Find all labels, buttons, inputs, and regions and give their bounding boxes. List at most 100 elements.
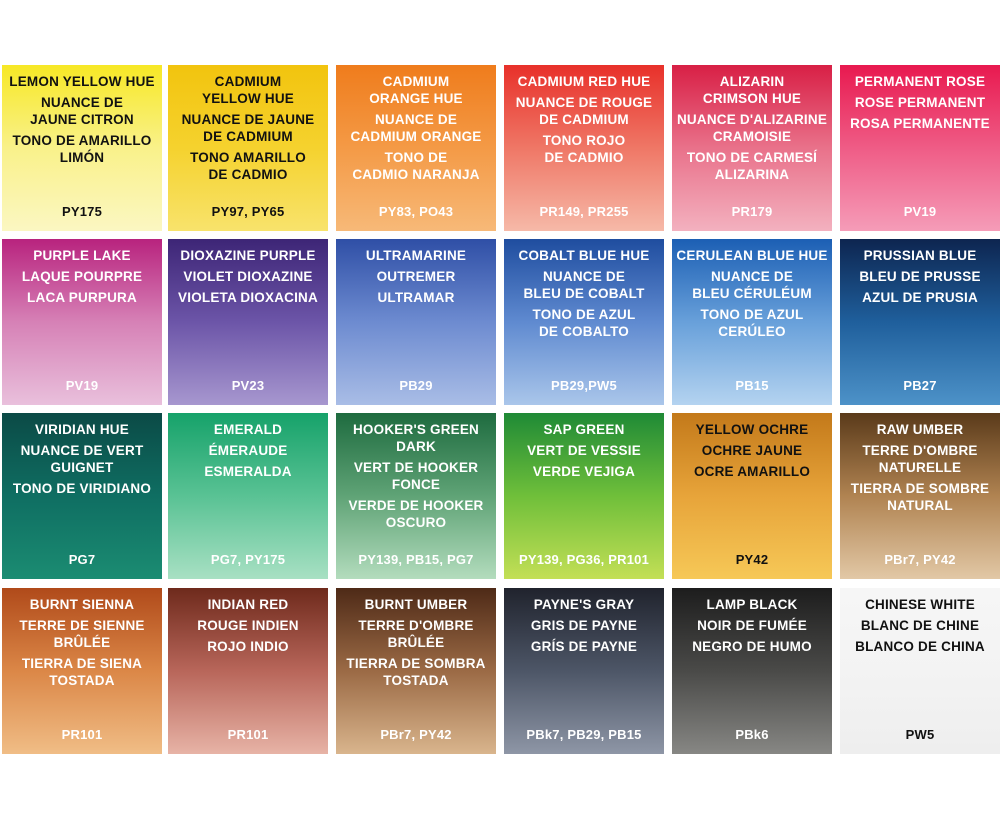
swatch-name-en: ULTRAMARINE [365,248,467,263]
swatch-name-es: AZUL DE PRUSIA [862,290,978,305]
pigment-code: PB29,PW5 [551,378,617,393]
swatch-name-es: TONO AMARILLO DE CADMIO [190,150,306,182]
swatch-name-en: BURNT SIENNA [29,597,135,612]
swatch-name-en: RAW UMBER [876,422,964,437]
swatch-name-fr: TERRE D'OMBRE BRÛLÉE [358,618,474,650]
swatch-name-es: ULTRAMAR [377,290,455,305]
pigment-code: PR179 [731,204,773,219]
swatch-name-fr: NUANCE DE JAUNE DE CADMIUM [181,112,315,144]
swatch-name-en: PRUSSIAN BLUE [863,248,977,263]
swatch-name-fr: VERT DE HOOKER FONCE [353,460,479,492]
swatch-name-es: TONO DE AZUL CERÚLEO [700,307,804,339]
swatch-name-fr: NOIR DE FUMÉE [697,618,807,633]
swatch-name-fr: NUANCE DE VERT GUIGNET [20,443,144,475]
swatch-name-en: PAYNE'S GRAY [533,597,635,612]
swatch-name-en: INDIAN RED [207,597,289,612]
pigment-code: PV19 [903,204,937,219]
color-swatch: YELLOW OCHRE OCHRE JAUNE OCRE AMARILLO PY42 [672,413,832,579]
swatch-name-es: TIERRA DE SIENA TOSTADA [21,656,143,688]
swatch-name-es: LACA PURPURA [27,290,137,305]
swatch-name-fr: ÉMERAUDE [208,443,288,458]
color-swatch: BURNT UMBER TERRE D'OMBRE BRÛLÉE TIERRA DE… [336,588,496,754]
pigment-code: PB27 [903,378,937,393]
swatch-name-en: HOOKER'S GREEN DARK [352,422,480,454]
color-swatch: CADMIUM ORANGE HUE NUANCE DE CADMIUM ORAN… [336,65,496,231]
pigment-code: PY175 [61,204,103,219]
swatch-name-es: ROJO INDIO [207,639,289,654]
swatch-name-en: PERMANENT ROSE [854,74,986,89]
swatch-name-fr: NUANCE DE JAUNE CITRON [30,95,134,127]
color-swatch: BURNT SIENNA TERRE DE SIENNE BRÛLÉE TIERRA… [2,588,162,754]
swatch-name-en: VIRIDIAN HUE [35,422,129,437]
swatch-name-fr: VIOLET DIOXAZINE [183,269,313,284]
swatch-name-es: ESMERALDA [204,464,292,479]
pigment-code: PV19 [65,378,99,393]
pigment-code: PBr7, PY42 [884,552,956,567]
pigment-code: PB29 [399,378,433,393]
swatch-name-en: CADMIUM YELLOW HUE [202,74,294,106]
swatch-name-en: ALIZARIN CRIMSON HUE [702,74,802,106]
pigment-code: PW5 [905,727,935,742]
swatch-name-fr: GRIS DE PAYNE [530,618,638,633]
color-swatch: LEMON YELLOW HUE NUANCE DE JAUNE CITRON TO… [2,65,162,231]
color-swatch: PURPLE LAKE LAQUE POURPRE LACA PURPURA PV19 [2,239,162,405]
swatch-name-fr: LAQUE POURPRE [21,269,143,284]
swatch-name-es: BLANCO DE CHINA [855,639,985,654]
color-swatch: COBALT BLUE HUE NUANCE DE BLEU DE COBALT T… [504,239,664,405]
swatch-name-es: NEGRO DE HUMO [692,639,812,654]
swatch-name-fr: NUANCE DE CADMIUM ORANGE [350,112,482,144]
pigment-code: PV23 [231,378,265,393]
swatch-name-fr: ROUGE INDIEN [197,618,299,633]
swatch-name-fr: NUANCE D'ALIZARINE CRAMOISIE [676,112,828,144]
color-swatch: HOOKER'S GREEN DARK VERT DE HOOKER FONCE V… [336,413,496,579]
pigment-code: PY139, PB15, PG7 [358,552,474,567]
swatch-name-fr: BLEU DE PRUSSE [859,269,981,284]
color-swatch: CERULEAN BLUE HUE NUANCE DE BLEU CÉRULÉUM… [672,239,832,405]
color-swatch: CADMIUM RED HUE NUANCE DE ROUGE DE CADMIU… [504,65,664,231]
color-swatch: SAP GREEN VERT DE VESSIE VERDE VEJIGA PY139… [504,413,664,579]
swatch-name-en: YELLOW OCHRE [695,422,809,437]
swatch-name-es: TONO DE CADMIO NARANJA [352,150,480,182]
swatch-name-es: OCRE AMARILLO [693,464,811,479]
color-swatch: INDIAN RED ROUGE INDIEN ROJO INDIO PR101 [168,588,328,754]
swatch-name-en: DIOXAZINE PURPLE [180,248,316,263]
swatch-name-en: CADMIUM RED HUE [517,74,651,89]
pigment-code: PR101 [227,727,269,742]
pigment-code: PR149, PR255 [539,204,629,219]
pigment-code: PG7 [68,552,96,567]
swatch-name-es: ROSA PERMANENTE [850,116,990,131]
swatch-name-es: TIERRA DE SOMBRE NATURAL [850,481,990,513]
swatch-name-fr: OUTREMER [376,269,456,284]
pigment-code: PG7, PY175 [210,552,286,567]
swatch-name-es: TONO DE VIRIDIANO [12,481,152,496]
color-swatch: LAMP BLACK NOIR DE FUMÉE NEGRO DE HUMO PBk6 [672,588,832,754]
pigment-code: PY42 [735,552,769,567]
swatch-name-es: TONO DE AZUL DE COBALTO [532,307,636,339]
pigment-code: PB15 [735,378,769,393]
swatch-name-es: VERDE VEJIGA [532,464,636,479]
color-swatch: RAW UMBER TERRE D'OMBRE NATURELLE TIERRA D… [840,413,1000,579]
pigment-code: PR101 [61,727,103,742]
color-swatch: PERMANENT ROSE ROSE PERMANENT ROSA PERMANE… [840,65,1000,231]
pigment-code: PBr7, PY42 [380,727,452,742]
swatch-name-fr: VERT DE VESSIE [527,443,641,458]
color-swatch: ULTRAMARINE OUTREMER ULTRAMAR PB29 [336,239,496,405]
swatch-name-es: TIERRA DE SOMBRA TOSTADA [346,656,486,688]
swatch-name-en: CADMIUM ORANGE HUE [369,74,463,106]
swatch-name-en: EMERALD [213,422,283,437]
swatch-name-fr: NUANCE DE BLEU CÉRULÉUM [692,269,812,301]
swatch-name-fr: OCHRE JAUNE [701,443,803,458]
swatch-name-en: PURPLE LAKE [33,248,131,263]
color-swatch: CHINESE WHITE BLANC DE CHINE BLANCO DE CHI… [840,588,1000,754]
swatch-name-en: SAP GREEN [543,422,625,437]
swatch-name-en: LEMON YELLOW HUE [9,74,155,89]
swatch-name-fr: NUANCE DE BLEU DE COBALT [523,269,645,301]
swatch-name-en: CHINESE WHITE [865,597,975,612]
swatch-name-es: VIOLETA DIOXACINA [178,290,318,305]
color-swatch: PAYNE'S GRAY GRIS DE PAYNE GRÍS DE PAYNE PB… [504,588,664,754]
color-swatch: PRUSSIAN BLUE BLEU DE PRUSSE AZUL DE PRUSI… [840,239,1000,405]
pigment-code: PBk7, PB29, PB15 [526,727,642,742]
swatch-name-fr: TERRE D'OMBRE NATURELLE [862,443,978,475]
swatch-name-es: TONO DE AMARILLO LIMÓN [12,133,152,165]
